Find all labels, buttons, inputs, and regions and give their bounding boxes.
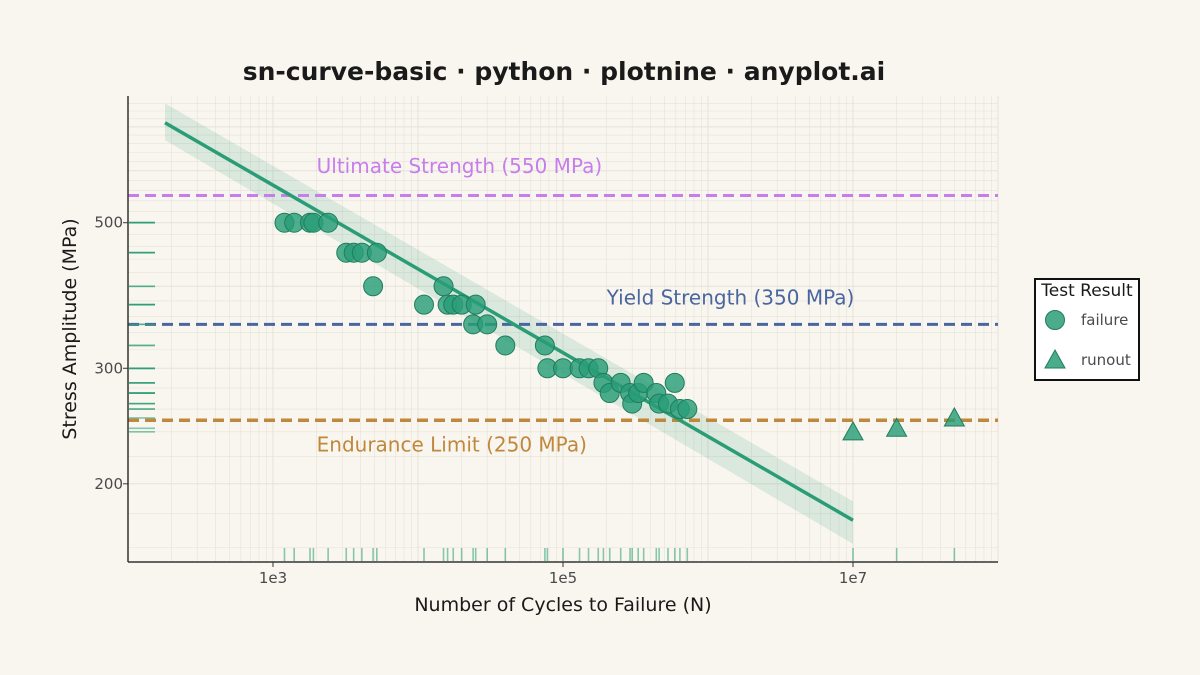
legend-title: Test Result (1040, 281, 1133, 301)
legend-runout-triangle-icon (1044, 348, 1066, 369)
failure-point (477, 314, 498, 335)
y-axis-title: Stress Amplitude (MPa) (59, 218, 81, 439)
y-tick-label: 300 (94, 359, 123, 377)
failure-point (664, 372, 685, 393)
failure-point (414, 294, 435, 315)
y-tick-label: 500 (94, 214, 123, 232)
failure-point (534, 335, 555, 356)
endurance-limit-label: Endurance Limit (250 MPa) (317, 433, 587, 457)
failure-point (318, 212, 339, 233)
failure-point (495, 335, 516, 356)
chart-title: sn-curve-basic · python · plotnine · any… (243, 57, 886, 86)
yield-strength-label: Yield Strength (350 MPa) (606, 286, 855, 310)
runout-point (842, 420, 864, 441)
ultimate-strength-label: Ultimate Strength (550 MPa) (317, 154, 603, 178)
rug-marks (129, 221, 956, 561)
legend-failure-label: failure (1081, 311, 1128, 329)
failure-point (677, 399, 698, 420)
y-tick-label: 200 (94, 475, 123, 493)
x-axis-title: Number of Cycles to Failure (N) (414, 594, 711, 616)
failure-point (433, 276, 454, 297)
axis-ticks: 1e3 1e5 1e7 200 300 500 (94, 214, 867, 587)
runout-point (885, 417, 908, 437)
legend-failure-circle-icon (1045, 310, 1065, 330)
data-points (274, 212, 966, 441)
legend: Test Result failure runout (1034, 278, 1140, 381)
grid (127, 96, 999, 562)
fit-line (164, 121, 854, 522)
reference-lines: Ultimate Strength (550 MPa) Yield Strengt… (128, 154, 998, 457)
legend-runout-label: runout (1081, 351, 1131, 369)
x-tick-label: 1e7 (839, 569, 867, 587)
x-tick-label: 1e3 (259, 569, 287, 587)
failure-point (366, 242, 387, 263)
failure-point (363, 276, 384, 297)
x-tick-label: 1e5 (549, 569, 577, 587)
runout-point (943, 406, 966, 427)
failure-point (465, 294, 486, 315)
fit-line-layer (164, 121, 854, 522)
